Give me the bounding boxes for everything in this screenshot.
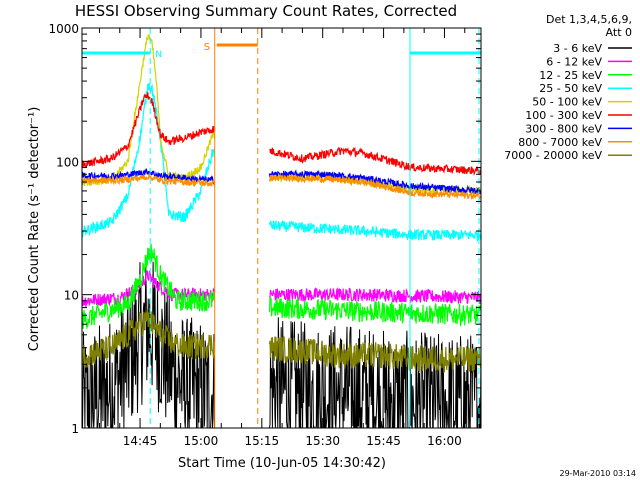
x-tick-label: 15:45 — [366, 434, 401, 448]
y-axis-label: Corrected Count Rate (s⁻¹ detector⁻¹) — [27, 107, 42, 352]
legend-entry-label: 25 - 50 keV — [539, 82, 602, 95]
series-line-12-25-kev-seg1 — [82, 243, 216, 329]
plot-frame — [81, 27, 482, 429]
series-line-25-50-kev-seg2 — [268, 219, 481, 243]
legend-entry-label: 100 - 300 keV — [525, 109, 602, 122]
series-line-6-12-kev-seg2 — [268, 287, 481, 305]
y-tick-label: 1 — [71, 422, 79, 436]
series-line-25-50-kev-seg1 — [82, 83, 216, 238]
legend-entry-label: 3 - 6 keV — [553, 42, 602, 55]
series-line-800-7000-kev-seg2 — [269, 173, 481, 201]
series-line-6-12-kev-seg1 — [82, 270, 216, 308]
legend-entry-label: 12 - 25 keV — [539, 69, 602, 82]
chart-title: HESSI Observing Summary Count Rates, Cor… — [75, 2, 457, 20]
y-tick-label: 100 — [56, 155, 79, 169]
x-tick-label: 15:15 — [245, 434, 280, 448]
x-tick-label: 14:45 — [123, 434, 158, 448]
legend-subtitle: Att 0 — [606, 26, 632, 39]
x-tick-label: 16:00 — [427, 434, 462, 448]
legend-title: Det 1,3,4,5,6,9, — [546, 13, 632, 26]
series-line-800-7000-kev-seg1 — [82, 173, 216, 188]
x-tick-label: 15:00 — [184, 434, 219, 448]
axes: 1 10 100 1000 14:45 15:00 15:15 15:30 15:45 16:00 — [48, 22, 482, 448]
saa-marker-label: N — [155, 50, 162, 60]
legend-entry-label: 50 - 100 keV — [532, 96, 602, 109]
legend-entry-label: 300 - 800 keV — [525, 122, 602, 135]
legend-entry-label: 800 - 7000 keV — [518, 136, 602, 149]
x-axis-label: Start Time (10-Jun-05 14:30:42) — [178, 456, 386, 471]
series-line-7000-20000-kev-seg2 — [268, 336, 481, 373]
y-tick-label: 10 — [64, 289, 79, 303]
series-line-300-800-kev-seg2 — [268, 169, 481, 195]
y-tick-label: 1000 — [48, 22, 79, 36]
legend-entry-label: 6 - 12 keV — [546, 55, 602, 68]
series-layer: SN — [82, 28, 481, 428]
series-line-100-300-kev-seg2 — [269, 146, 481, 176]
attenuator-state-label: S — [204, 42, 210, 53]
series-line-3-6-kev-seg2 — [269, 317, 481, 428]
series-line-7000-20000-kev-seg1 — [82, 309, 216, 368]
series-line-12-25-kev-seg2 — [268, 297, 481, 328]
series-line-100-300-kev-seg1 — [82, 92, 216, 169]
x-tick-label: 15:30 — [305, 434, 340, 448]
timestamp: 29-Mar-2010 03:14 — [560, 469, 637, 478]
legend-entry-label: 7000 - 20000 keV — [504, 149, 602, 162]
